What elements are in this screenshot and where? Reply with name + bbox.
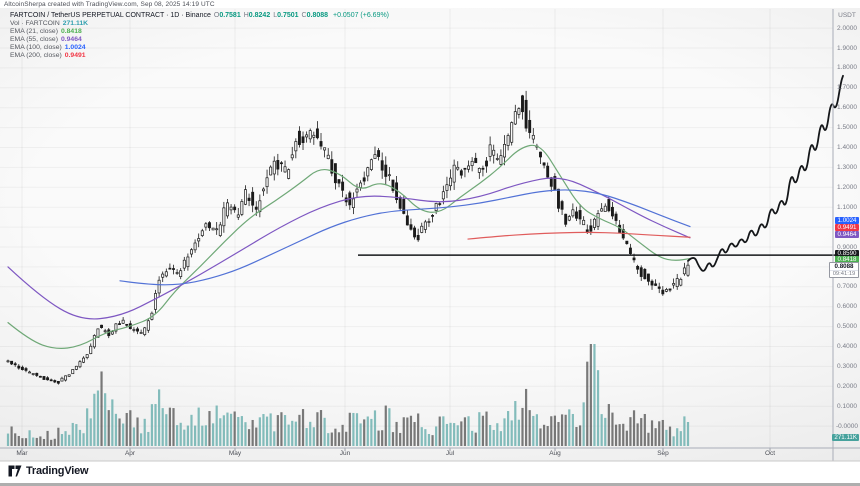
price-tick-label: 1.1000 [837,203,857,211]
indicator-row: EMA (21, close) 0.8418 [10,28,389,36]
price-tick-label: 0.5000 [837,323,857,331]
indicator-value: 0.9491 [64,52,86,59]
indicator-value: 0.8418 [60,28,82,35]
price-tick-label: 1.8000 [837,64,857,72]
ohlc-key: O [213,12,220,19]
price-label-ema55: 0.9464 [835,231,859,238]
price-label-hline: 0.8590 [835,249,859,257]
indicator-label: EMA (21, close) [10,28,58,35]
chart-legend: FARTCOIN / TetherUS PERPETUAL CONTRACT ·… [10,12,389,60]
price-tick-label: 1.3000 [837,163,857,171]
tradingview-logo[interactable]: TradingView [8,465,89,477]
price-tick-label: 0.7000 [837,283,857,291]
last-price-value: 0.8088 [834,263,854,270]
price-tick-label: 1.7000 [837,84,857,92]
change-value: +0.0507 (+6.69%) [331,12,390,19]
ohlc-value: 0.8088 [306,12,329,19]
price-tick-label: 1.5000 [837,124,857,132]
ohlc-value: 0.8242 [248,12,271,19]
ema200-line [467,231,691,240]
indicator-row: EMA (100, close) 1.0024 [10,44,389,52]
price-tick-label: 0.6000 [837,303,857,311]
ema55-line [7,177,691,320]
price-tick-label: 1.6000 [837,104,857,112]
price-tick-label: 1.4000 [837,144,857,151]
price-label-ema200: 0.9491 [835,224,859,231]
last-price-label: 0.8088 09:41:19 [829,262,859,278]
price-tick-label: 0.4000 [837,343,857,350]
month-label: Jul [445,450,455,457]
ema100-line [119,189,691,286]
price-tick-label: 0.2000 [837,382,857,390]
price-label-ema21: 0.8418 [835,256,859,263]
currency-unit-label: USDT [838,12,856,19]
ohlc-key: L [273,12,278,19]
month-label: Apr [124,450,136,457]
indicator-row: Vol · FARTCOIN 271.11K [10,20,389,28]
indicator-label: EMA (55, close) [10,36,58,43]
tradingview-logo-text: TradingView [26,465,89,477]
indicator-value: 1.0024 [64,44,86,51]
indicator-value: 0.9464 [60,36,82,43]
volume-series [6,344,690,446]
chart-background [0,8,860,461]
indicator-row: EMA (55, close) 0.9464 [10,36,389,44]
price-tick-label: 0.3000 [837,362,857,370]
ohlc-key: C [301,12,307,19]
indicator-row: EMA (200, close) 0.9491 [10,52,389,60]
volume-label: 271.11K [832,434,859,441]
symbol-title: FARTCOIN / TetherUS PERPETUAL CONTRACT ·… [10,12,211,19]
projection-drawing[interactable] [687,74,844,272]
price-label-ema100: 1.0024 [835,217,859,224]
ohlc-value: 0.7581 [219,12,241,19]
indicator-label: EMA (200, close) [10,52,62,59]
ema21-line [7,144,691,349]
ohlc-value: 0.7501 [277,12,299,19]
price-tick-label: -0.0000 [835,422,859,430]
attribution-text: AltcoinSherpa created with TradingView.c… [4,1,215,8]
price-tick-label: 0.9000 [837,243,857,251]
grid-lines [0,9,833,451]
price-tick-label: 2.0000 [837,24,857,32]
price-tick-label: 0.1000 [837,402,857,410]
symbol-row: FARTCOIN / TetherUS PERPETUAL CONTRACT ·… [10,12,389,20]
ohlc-key: H [243,12,249,19]
month-label: Oct [764,450,776,457]
indicator-value: 271.11K [62,20,89,27]
month-label: Aug [549,450,561,457]
bottom-border-band [0,483,860,486]
tradingview-logo-icon [8,465,22,477]
month-label: Jun [339,450,351,457]
price-tick-label: 1.9000 [837,44,857,52]
price-tick-label: 1.2000 [837,183,857,191]
bar-close-countdown: 09:41:19 [830,270,858,277]
indicator-label: EMA (100, close) [10,44,62,51]
indicator-label: Vol · FARTCOIN [10,20,60,27]
month-label: Sep [657,450,669,457]
candlestick-series [6,90,690,385]
month-label: May [228,450,242,457]
month-label: Mar [16,450,28,457]
